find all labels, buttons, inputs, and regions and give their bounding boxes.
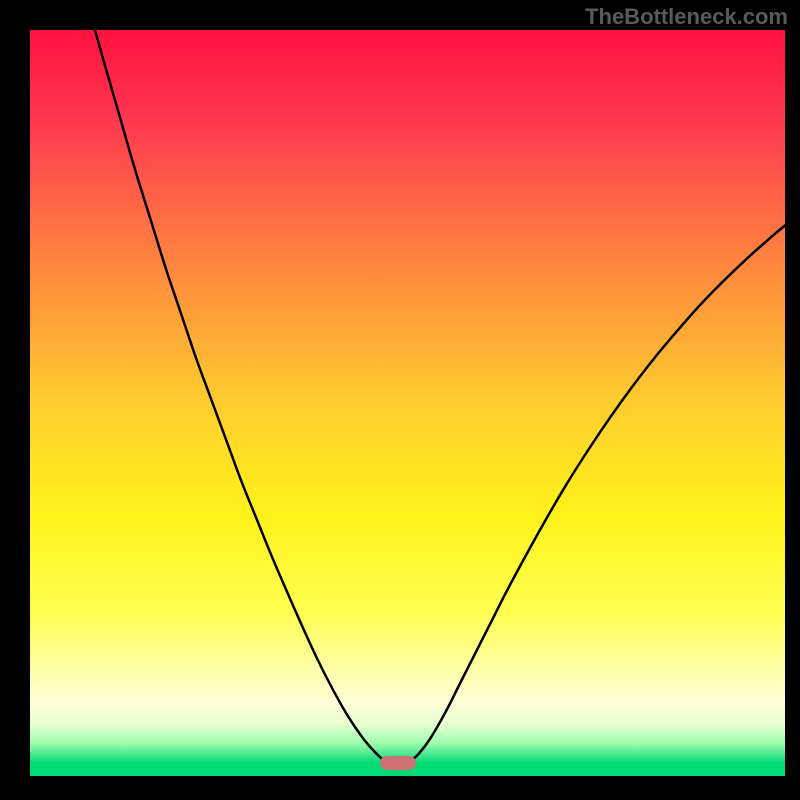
curve-left_branch	[95, 30, 387, 763]
watermark-text: TheBottleneck.com	[585, 4, 788, 30]
chart-curve-layer	[30, 30, 785, 776]
curve-right_branch	[409, 225, 785, 762]
chart-plot-area	[30, 30, 785, 776]
chart-min-marker	[380, 756, 416, 770]
